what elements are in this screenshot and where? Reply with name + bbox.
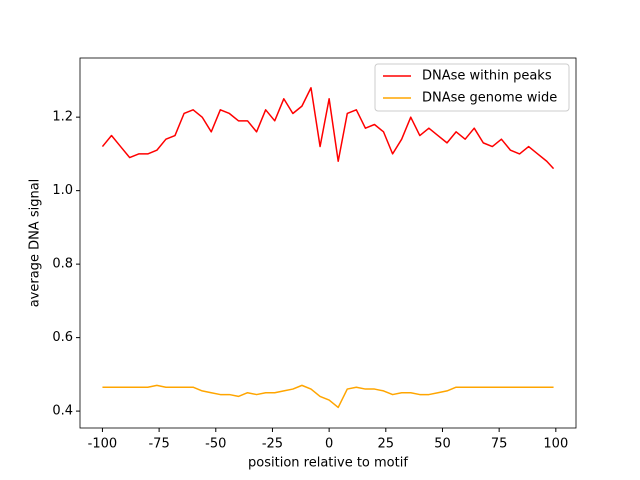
x-tick-label: -100 — [88, 437, 118, 452]
x-axis-label: position relative to motif — [248, 456, 408, 471]
data-line — [101, 87, 555, 170]
y-tick-label: 0.8 — [52, 257, 73, 272]
legend-label: DNAse genome wide — [422, 91, 557, 106]
x-tick-label: 100 — [543, 437, 568, 452]
x-tick-label: 0 — [325, 437, 333, 452]
x-tick-label: 25 — [378, 437, 395, 452]
legend-label: DNAse within peaks — [422, 69, 552, 84]
y-tick-label: 1.2 — [52, 110, 73, 125]
x-tick-label: -25 — [262, 437, 283, 452]
x-tick-label: 50 — [434, 437, 451, 452]
y-tick-label: 1.0 — [52, 183, 73, 198]
x-tick-label: 75 — [491, 437, 508, 452]
data-line — [102, 384, 554, 409]
x-tick-label: -50 — [205, 437, 226, 452]
plot-frame — [79, 57, 577, 429]
legend-box — [374, 63, 570, 112]
y-tick-label: 0.4 — [52, 404, 73, 419]
x-tick-label: -75 — [148, 437, 169, 452]
y-axis-label: average DNA signal — [28, 179, 43, 308]
y-tick-label: 0.6 — [52, 330, 73, 345]
